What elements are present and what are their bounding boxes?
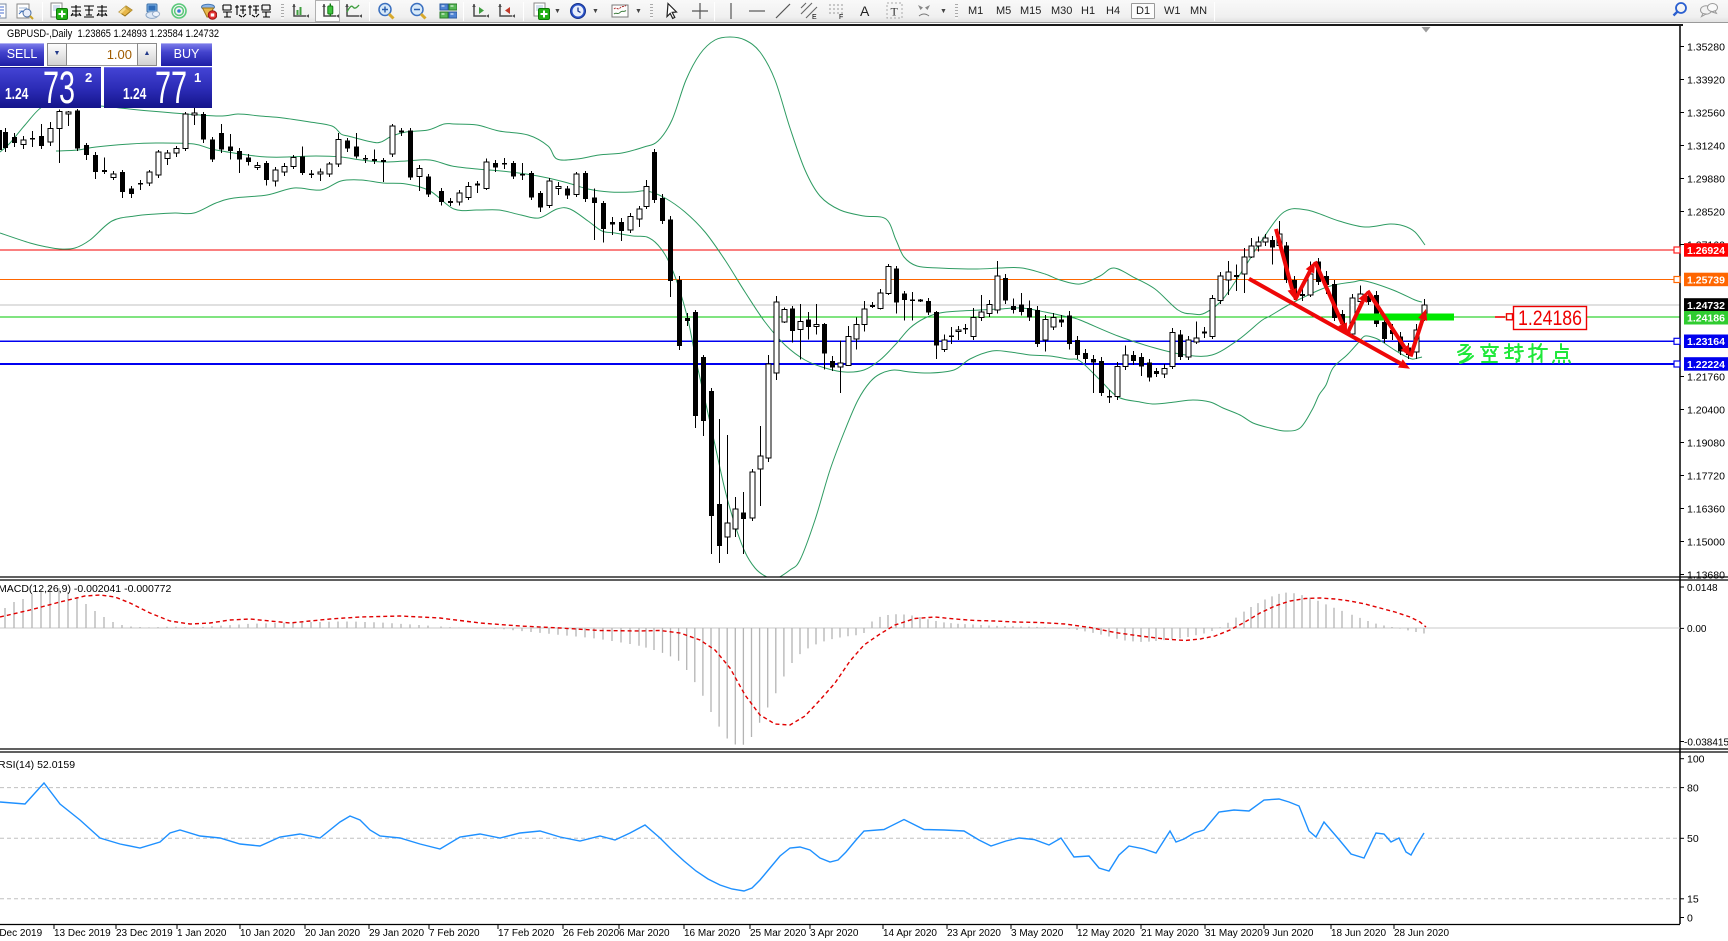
svg-text:15: 15 <box>1687 894 1699 906</box>
svg-text:1.13680: 1.13680 <box>1687 569 1725 581</box>
svg-text:1.20400: 1.20400 <box>1687 404 1725 416</box>
svg-text:80: 80 <box>1687 782 1699 794</box>
svg-text:3 May 2020: 3 May 2020 <box>1011 928 1064 939</box>
svg-text:29 Jan 2020: 29 Jan 2020 <box>369 928 424 939</box>
svg-text:31 May 2020: 31 May 2020 <box>1205 928 1263 939</box>
svg-text:50: 50 <box>1687 833 1699 845</box>
svg-text:1.19080: 1.19080 <box>1687 437 1725 449</box>
svg-text:6 Mar 2020: 6 Mar 2020 <box>619 928 670 939</box>
svg-text:1.21760: 1.21760 <box>1687 371 1725 383</box>
svg-text:25 Mar 2020: 25 Mar 2020 <box>750 928 807 939</box>
svg-text:18 Jun 2020: 18 Jun 2020 <box>1331 928 1386 939</box>
svg-text:10 Jan 2020: 10 Jan 2020 <box>240 928 295 939</box>
svg-text:100: 100 <box>1687 754 1705 766</box>
svg-text:16 Mar 2020: 16 Mar 2020 <box>684 928 741 939</box>
svg-text:1.23164: 1.23164 <box>1687 336 1725 348</box>
svg-text:1 Jan 2020: 1 Jan 2020 <box>177 928 227 939</box>
svg-text:1.24186: 1.24186 <box>1518 307 1582 330</box>
svg-text:1.33920: 1.33920 <box>1687 74 1725 86</box>
svg-text:1.24732: 1.24732 <box>1687 300 1725 312</box>
svg-text:1.26924: 1.26924 <box>1687 245 1725 257</box>
svg-text:17 Feb 2020: 17 Feb 2020 <box>498 928 555 939</box>
svg-text:21 May 2020: 21 May 2020 <box>1141 928 1199 939</box>
svg-text:1.16360: 1.16360 <box>1687 503 1725 515</box>
svg-text:1.17720: 1.17720 <box>1687 470 1725 482</box>
svg-text:3 Apr 2020: 3 Apr 2020 <box>810 928 859 939</box>
svg-text:GBPUSD-,Daily 1.23865 1.24893: GBPUSD-,Daily 1.23865 1.24893 1.23584 1.… <box>7 28 219 40</box>
svg-text:0.00: 0.00 <box>1687 624 1707 635</box>
svg-text:1.28520: 1.28520 <box>1687 206 1725 218</box>
svg-text:RSI(14) 52.0159: RSI(14) 52.0159 <box>0 759 75 771</box>
svg-text:1.24186: 1.24186 <box>1687 313 1725 325</box>
svg-text:1.22224: 1.22224 <box>1687 359 1725 371</box>
svg-text:14 Apr 2020: 14 Apr 2020 <box>883 928 937 939</box>
svg-text:12 May 2020: 12 May 2020 <box>1077 928 1135 939</box>
svg-text:1.15000: 1.15000 <box>1687 536 1725 548</box>
svg-text:3 Dec 2019: 3 Dec 2019 <box>0 928 43 939</box>
svg-text:1.32560: 1.32560 <box>1687 107 1725 119</box>
svg-text:1.35280: 1.35280 <box>1687 41 1725 53</box>
svg-text:T: T <box>891 5 899 19</box>
svg-text:26 Feb 2020: 26 Feb 2020 <box>563 928 620 939</box>
svg-text:23 Apr 2020: 23 Apr 2020 <box>947 928 1001 939</box>
svg-text:0.0148: 0.0148 <box>1687 583 1718 594</box>
svg-text:-0.038415: -0.038415 <box>1684 737 1728 748</box>
svg-text:1.31240: 1.31240 <box>1687 140 1725 152</box>
svg-text:23 Dec 2019: 23 Dec 2019 <box>116 928 173 939</box>
svg-text:7 Feb 2020: 7 Feb 2020 <box>429 928 480 939</box>
svg-text:F: F <box>839 14 843 20</box>
svg-text:E: E <box>812 14 817 20</box>
svg-text:1.29880: 1.29880 <box>1687 173 1725 185</box>
svg-text:28 Jun 2020: 28 Jun 2020 <box>1394 928 1449 939</box>
svg-text:MACD(12,26,9) -0.002041 -0.000: MACD(12,26,9) -0.002041 -0.000772 <box>0 583 172 595</box>
svg-text:1.25739: 1.25739 <box>1687 274 1725 286</box>
svg-text:13 Dec 2019: 13 Dec 2019 <box>54 928 111 939</box>
svg-text:0: 0 <box>1687 912 1693 924</box>
svg-text:9 Jun 2020: 9 Jun 2020 <box>1264 928 1314 939</box>
svg-text:20 Jan 2020: 20 Jan 2020 <box>305 928 360 939</box>
